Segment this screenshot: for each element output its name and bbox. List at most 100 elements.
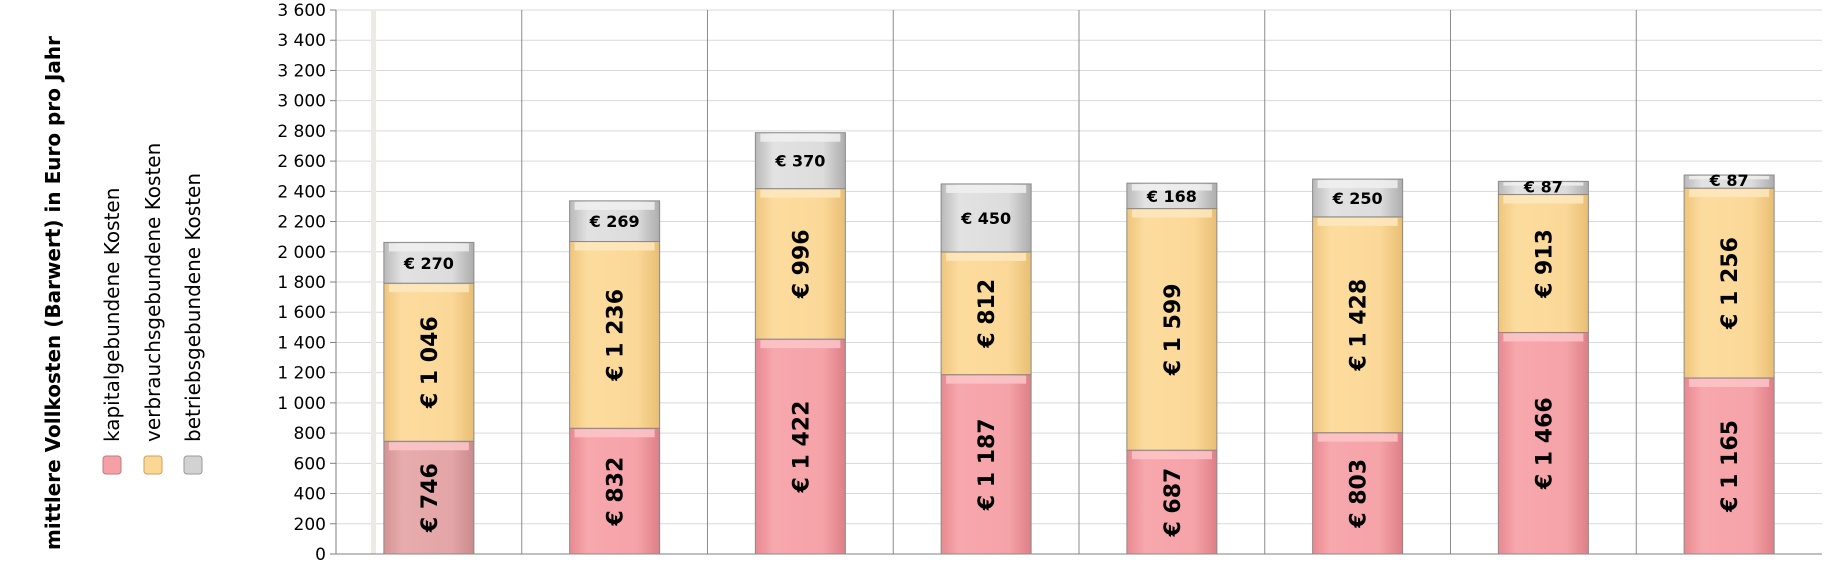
bar-segment-kapitalgebundene	[569, 427, 661, 555]
data-label: € 1 236	[604, 289, 629, 382]
data-label: € 87	[1709, 171, 1749, 190]
legend-swatch-betriebsgebundene	[183, 455, 203, 475]
data-label: € 1 428	[1347, 279, 1372, 372]
bar-stack: € 687 € 1 599 € 168	[1126, 182, 1218, 555]
left-band	[371, 10, 376, 554]
bar-segment-highlight	[388, 284, 469, 293]
legend: kapitalgebundene Kosten verbrauchsgebund…	[100, 143, 205, 475]
data-label: € 168	[1146, 187, 1197, 206]
data-label: € 250	[1332, 189, 1383, 208]
y-tick-label: 3 200	[277, 61, 326, 81]
bar-segment-highlight	[1317, 217, 1398, 226]
bar-segment-kapitalgebundene	[1312, 432, 1404, 555]
bar-segment-kapitalgebundene	[383, 440, 475, 555]
data-label: € 687	[1161, 468, 1186, 538]
bar-segment-kapitalgebundene	[1126, 449, 1218, 555]
legend-swatch-kapitalgebundene	[102, 455, 122, 475]
y-tick-label: 1 400	[277, 333, 326, 353]
bar-segment-verbrauchsgebundene	[1497, 194, 1589, 333]
legend-label-betriebsgebundene: betriebsgebundene Kosten	[181, 173, 205, 442]
bar-segment-highlight	[946, 252, 1027, 261]
data-label: € 1 187	[975, 418, 1000, 511]
bar-segment-highlight	[574, 429, 655, 438]
bar-stack: € 1 422 € 996 € 370	[754, 132, 846, 555]
y-tick-label: 2 800	[277, 122, 326, 142]
bar-segment-highlight	[1689, 189, 1770, 198]
bar-segment-kapitalgebundene	[1683, 377, 1775, 555]
data-label: € 1 466	[1532, 397, 1557, 490]
bar-segment-verbrauchsgebundene	[1126, 208, 1218, 451]
legend-label-kapitalgebundene: kapitalgebundene Kosten	[100, 188, 124, 442]
bar-segment-verbrauchsgebundene	[940, 251, 1032, 376]
legend-item-betriebsgebundene: betriebsgebundene Kosten	[181, 173, 205, 475]
legend-item-verbrauchsgebundene: verbrauchsgebundene Kosten	[141, 143, 165, 475]
y-tick-label: 400	[294, 485, 326, 505]
y-tick-label: 0	[315, 545, 326, 565]
bar-segment-highlight	[388, 243, 469, 252]
legend-item-kapitalgebundene: kapitalgebundene Kosten	[100, 188, 124, 475]
data-label: € 270	[403, 254, 454, 273]
data-label: € 269	[589, 212, 640, 231]
y-tick-label: 1 600	[277, 303, 326, 323]
y-tick-label: 1 800	[277, 273, 326, 293]
bar-segment-highlight	[1503, 182, 1584, 186]
bar-segment-highlight	[760, 340, 841, 349]
data-label: € 1 599	[1161, 283, 1186, 376]
bar-segment-highlight	[760, 189, 841, 198]
bar-stack: € 1 466 € 913 € 87	[1497, 178, 1589, 555]
y-tick-label: 800	[294, 424, 326, 444]
data-label: € 812	[975, 279, 1000, 349]
data-label: € 450	[960, 209, 1011, 228]
y-tick-label: 3 600	[277, 1, 326, 21]
legend-swatch-verbrauchsgebundene	[143, 455, 163, 475]
bar-stack: € 1 165 € 1 256 € 87	[1683, 171, 1775, 555]
bar-segment-highlight	[1131, 209, 1212, 218]
y-tick-label: 3 000	[277, 92, 326, 112]
bar-segment-betriebsgebundene	[940, 183, 1032, 253]
y-tick-label: 2 200	[277, 213, 326, 233]
bar-stack: € 746 € 1 046 € 270	[383, 241, 475, 555]
bar-segment-highlight	[946, 184, 1027, 193]
bar-segment-verbrauchsgebundene	[1312, 216, 1404, 434]
data-label: € 1 165	[1718, 420, 1743, 513]
bar-segment-highlight	[760, 133, 841, 142]
legend-label-verbrauchsgebundene: verbrauchsgebundene Kosten	[141, 143, 165, 442]
data-label: € 1 422	[789, 401, 814, 494]
y-tick-label: 2 000	[277, 243, 326, 263]
data-label: € 996	[789, 229, 814, 299]
bar-segment-highlight	[1503, 333, 1584, 342]
bar-segment-highlight	[1317, 433, 1398, 442]
bar-segment-highlight	[1503, 195, 1584, 204]
data-label: € 1 046	[418, 316, 443, 409]
bar-segment-betriebsgebundene	[754, 132, 846, 190]
bar-segment-highlight	[1317, 180, 1398, 189]
y-tick-label: 1 200	[277, 364, 326, 384]
bar-segment-highlight	[388, 442, 469, 451]
bar-segment-highlight	[574, 242, 655, 251]
bar-segment-highlight	[1689, 176, 1770, 180]
y-tick-label: 1 000	[277, 394, 326, 414]
bar-segment-highlight	[946, 375, 1027, 384]
y-tick-label: 3 400	[277, 31, 326, 51]
data-label: € 370	[774, 152, 825, 171]
bar-segment-verbrauchsgebundene	[383, 282, 475, 442]
bar-segment-verbrauchsgebundene	[754, 188, 846, 340]
data-label: € 803	[1347, 459, 1372, 529]
data-label: € 87	[1523, 178, 1563, 197]
data-label: € 746	[418, 463, 443, 533]
bar-stack: € 803 € 1 428 € 250	[1312, 178, 1404, 555]
y-tick-label: 2 600	[277, 152, 326, 172]
bar-segment-highlight	[1131, 184, 1212, 191]
y-tick-label: 2 400	[277, 182, 326, 202]
bar-segment-kapitalgebundene	[940, 374, 1032, 555]
bar-stack: € 1 187 € 812 € 450	[940, 183, 1032, 555]
plot-area: 0 200 400 600 800 1 000 1 200 1 400 1 600 1 800 2 …	[277, 1, 1822, 565]
data-label: € 1 256	[1718, 237, 1743, 330]
bar-stack: € 832 € 1 236 € 269	[569, 200, 661, 555]
y-tick-label: 200	[294, 515, 326, 535]
y-axis-title: mittlere Vollkosten (Barwert) in Euro pr…	[41, 36, 65, 550]
bar-segment-highlight	[1689, 378, 1770, 387]
gridlines	[330, 9, 1822, 555]
bar-segment-highlight	[574, 201, 655, 210]
